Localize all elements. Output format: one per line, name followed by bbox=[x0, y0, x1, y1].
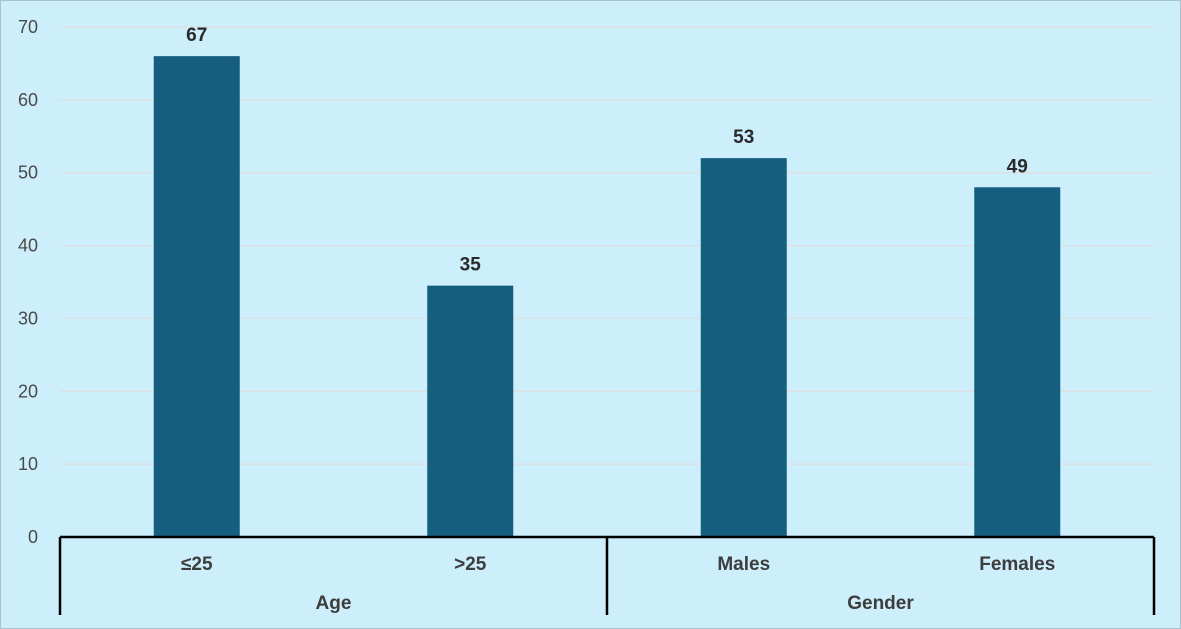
y-tick-label: 40 bbox=[18, 236, 38, 256]
x-category-label: Females bbox=[979, 554, 1055, 575]
x-category-label: >25 bbox=[454, 554, 487, 575]
data-label: 67 bbox=[186, 25, 207, 46]
bar bbox=[427, 285, 514, 537]
bar bbox=[153, 56, 240, 538]
y-tick-label: 70 bbox=[18, 17, 38, 37]
y-axis-ticks: 0 10 20 30 40 50 60 70 bbox=[18, 17, 38, 547]
data-label: 49 bbox=[1007, 156, 1028, 177]
y-tick-label: 20 bbox=[18, 381, 38, 401]
y-tick-label: 30 bbox=[18, 308, 38, 328]
x-group-label: Age bbox=[316, 593, 352, 614]
x-axis: ≤25 >25 Males Females Age Gender bbox=[58, 535, 1156, 615]
data-label: 35 bbox=[460, 255, 482, 276]
x-group-label: Gender bbox=[847, 593, 914, 614]
bar bbox=[974, 187, 1061, 538]
data-label: 53 bbox=[733, 127, 754, 148]
y-tick-label: 0 bbox=[28, 527, 38, 547]
y-tick-label: 60 bbox=[18, 90, 38, 110]
bars bbox=[153, 56, 1061, 538]
data-labels: 67 35 53 49 bbox=[186, 25, 1028, 276]
x-category-label: ≤25 bbox=[181, 554, 213, 575]
bar bbox=[700, 158, 787, 537]
gridlines bbox=[60, 26, 1154, 465]
x-category-label: Males bbox=[717, 554, 770, 575]
y-tick-label: 10 bbox=[18, 454, 38, 474]
y-tick-label: 50 bbox=[18, 163, 38, 183]
